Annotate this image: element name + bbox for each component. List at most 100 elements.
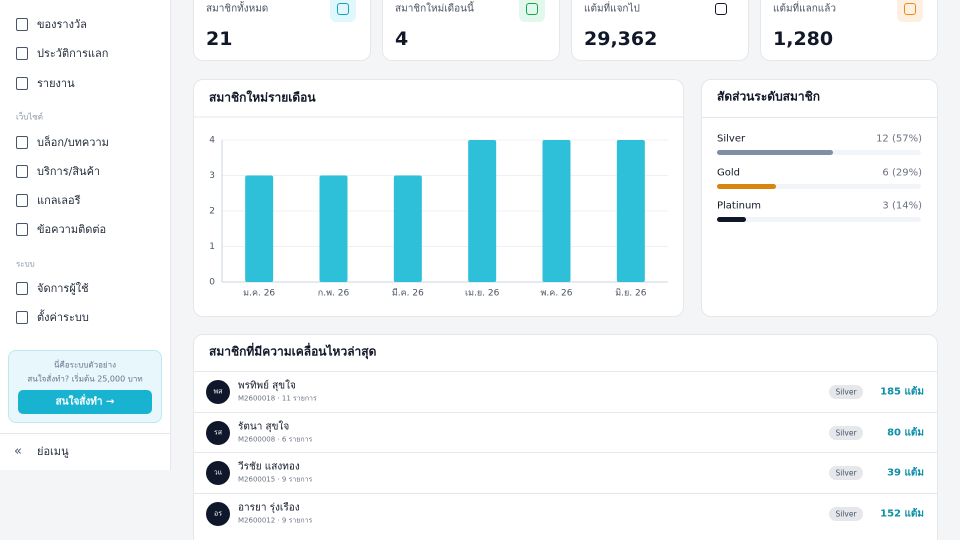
menu-icon[interactable] [16,136,28,149]
promo-title: นี่คือระบบตัวอย่าง [54,360,116,370]
tier-badge [829,466,863,481]
avatar-initials: รส [213,428,223,437]
member-name[interactable]: อารยา รุ่งเรือง [238,502,300,514]
stat-label: แต้มที่แลกแล้ว [773,3,836,15]
chart-title: สมาชิกใหม่รายเดือน [209,90,316,105]
menu-item[interactable]: ประวัติการแลก [37,47,109,60]
tier-card [701,79,938,317]
activity-card [193,334,938,540]
section-label: เว็บไซต์ [16,112,43,122]
member-sub: M2600018 · 11 รายการ [238,394,317,403]
tier-bar [717,183,777,189]
stat-label: สมาชิกทั้งหมด [206,3,269,15]
menu-item[interactable]: บล็อก/บทความ [37,136,109,149]
stat-value: 4 [395,28,409,50]
collapse-label[interactable]: ย่อเมนู [37,445,69,458]
row-divider [193,371,938,372]
tier-value-label: 6 (29%) [882,167,922,178]
member-name[interactable]: พรทิพย์ สุขใจ [238,380,296,392]
avatar [206,420,230,445]
stat-label: แต้มที่แจกไป [584,3,640,15]
avatar [206,502,230,527]
tier-track [717,183,921,189]
avatar-initials: พส [213,387,223,396]
member-sub: M2600008 · 6 รายการ [238,435,313,444]
menu-item[interactable]: ตั้งค่าระบบ [37,311,89,324]
y-tick-label: 4 [209,136,215,146]
stat-value: 1,280 [773,28,834,50]
divider [0,433,170,434]
tier-bar [717,150,834,155]
y-tick-label: 1 [209,242,215,252]
stat-icon [897,0,923,22]
tier-badge-label: Silver [835,509,857,519]
stat-icon-glyph [337,3,349,15]
menu-item[interactable]: รายงาน [37,77,75,90]
tier-value-label: 3 (14%) [882,200,922,212]
x-tick-label: ม.ค. 26 [243,289,275,299]
collapse-icon[interactable]: « [14,444,22,459]
tier-bar [717,217,746,222]
promo-text: สนใจสั่งทำ? เริ่มต้น 25,000 บาท [27,374,143,384]
avatar-initials: อร [214,509,222,518]
menu-icon[interactable] [16,77,28,90]
menu-icon[interactable] [16,223,28,236]
stat-label: สมาชิกใหม่เดือนนี้ [395,3,474,15]
member-name[interactable]: รัตนา สุขใจ [238,421,290,433]
chart-card [193,79,684,317]
row-divider [193,411,938,413]
menu-icon[interactable] [16,18,28,31]
stat-icon [330,0,356,22]
tier-badge [829,507,863,522]
bar [616,140,645,282]
stat-icon [519,0,545,22]
menu-item[interactable]: จัดการผู้ใช้ [37,282,89,295]
bar [245,175,274,282]
menu-item[interactable]: แกลเลอรี [37,194,81,207]
menu-icon[interactable] [16,194,28,207]
menu-item[interactable]: ของรางวัล [37,18,87,31]
avatar [206,461,230,486]
menu-icon[interactable] [16,282,28,295]
row-divider [193,452,938,454]
x-tick-label: เม.ย. 26 [465,289,500,299]
x-tick-label: พ.ค. 26 [541,289,573,299]
y-tick-label: 3 [209,171,215,181]
menu-icon[interactable] [16,311,28,324]
points: 80 แต้ม [887,427,924,439]
tier-badge-label: Silver [835,387,857,397]
tier-name: Platinum [717,200,762,212]
stat-icon [708,0,734,22]
tier-name: Gold [717,167,740,178]
tier-badge [829,385,863,399]
bar [542,140,571,282]
tier-value-label: 12 (57%) [876,133,922,145]
stat-value: 21 [206,28,233,50]
activity-title: สมาชิกที่มีความเคลื่อนไหวล่าสุด [209,344,377,359]
tier-badge-label: Silver [835,468,857,478]
points: 185 แต้ม [880,386,924,398]
tier-badge [829,425,863,440]
member-sub: M2600012 · 9 รายการ [238,516,313,525]
menu-item[interactable]: บริการ/สินค้า [37,165,101,178]
promo-button-label[interactable]: สนใจสั่งทำ → [55,396,115,408]
menu-icon[interactable] [16,47,28,60]
x-tick-label: มี.ค. 26 [392,288,424,299]
row-divider [193,493,938,495]
menu-item[interactable]: ข้อความติดต่อ [37,223,107,236]
x-tick-label: มิ.ย. 26 [615,288,647,299]
member-sub: M2600015 · 9 รายการ [238,475,313,484]
bar [319,175,348,282]
y-tick-label: 0 [209,278,215,288]
y-tick-label: 2 [209,207,215,217]
x-tick-label: ก.พ. 26 [318,289,350,299]
stat-icon-glyph [715,3,727,15]
tier-badge-label: Silver [835,428,857,438]
stat-value: 29,362 [584,28,658,50]
stat-icon-glyph [904,3,916,15]
divider [701,117,938,118]
member-name[interactable]: วีรชัย แสงทอง [238,461,300,473]
menu-icon[interactable] [16,165,28,178]
promo-button[interactable] [18,390,152,414]
